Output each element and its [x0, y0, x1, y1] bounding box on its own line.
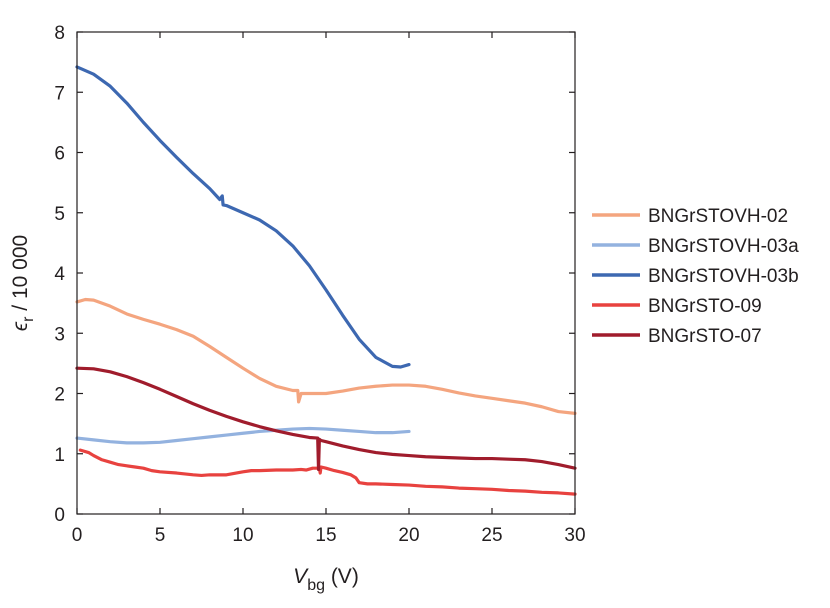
legend-item: BNGrSTOVH-02 [592, 206, 788, 227]
x-tick-label: 0 [72, 525, 83, 546]
x-axis-label-unit: (V) [325, 565, 359, 588]
legend-label: BNGrSTO-07 [648, 326, 762, 347]
series-layer [75, 65, 577, 496]
x-tick-label: 20 [398, 525, 419, 546]
legend-label: BNGrSTOVH-02 [648, 206, 788, 227]
legend-label: BNGrSTO-09 [648, 296, 762, 317]
series-line-bngrstovh-03a [75, 426, 411, 445]
x-tick-label: 5 [155, 525, 166, 546]
series-line-bngrstovh-03b [75, 65, 411, 369]
series-line-bngrsto-07 [75, 366, 577, 472]
y-tick-label: 0 [54, 505, 65, 526]
x-axis: 0 5 10 15 20 25 30 [72, 32, 586, 546]
x-axis-label-subscript: bg [307, 577, 325, 594]
legend-item: BNGrSTO-07 [592, 326, 762, 347]
y-axis: 0 1 2 3 4 5 6 7 8 [54, 23, 575, 526]
y-tick-label: 3 [54, 324, 65, 345]
legend-item: BNGrSTOVH-03b [592, 266, 799, 287]
y-tick-label: 2 [54, 385, 65, 406]
y-axis-label-rest: / 10 000 [9, 235, 32, 317]
y-tick-label: 6 [54, 144, 65, 165]
y-axis-label-subscript: r [20, 316, 37, 322]
x-tick-label: 30 [564, 525, 585, 546]
y-tick-label: 8 [54, 23, 65, 44]
y-axis-label-main: ϵ [9, 321, 32, 331]
y-axis-label: ϵr / 10 000 [9, 235, 37, 331]
y-tick-label: 7 [54, 83, 65, 104]
legend-item: BNGrSTO-09 [592, 296, 762, 317]
x-tick-label: 10 [232, 525, 253, 546]
y-tick-label: 4 [54, 264, 65, 285]
legend: BNGrSTOVH-02 BNGrSTOVH-03a BNGrSTOVH-03b BN… [592, 206, 799, 347]
x-tick-label: 15 [315, 525, 336, 546]
legend-label: BNGrSTOVH-03a [648, 236, 799, 257]
x-axis-label: Vbg (V) [293, 565, 359, 594]
series-line-bngrstovh-02 [75, 297, 577, 415]
y-tick-label: 1 [54, 445, 65, 466]
series-line-bngrsto-09 [78, 448, 577, 496]
y-tick-label: 5 [54, 204, 65, 225]
legend-item: BNGrSTOVH-03a [592, 236, 799, 257]
x-axis-label-main: V [293, 565, 309, 588]
x-tick-label: 25 [481, 525, 502, 546]
legend-label: BNGrSTOVH-03b [648, 266, 799, 287]
